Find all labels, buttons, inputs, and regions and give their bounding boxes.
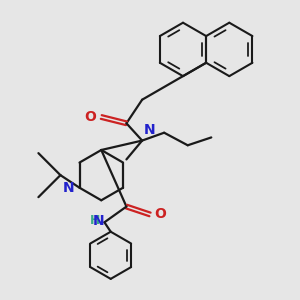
Text: N: N: [144, 123, 155, 137]
Text: H: H: [90, 214, 101, 227]
Text: N: N: [63, 181, 75, 195]
Text: O: O: [85, 110, 97, 124]
Text: N: N: [93, 214, 104, 228]
Text: O: O: [155, 207, 167, 221]
